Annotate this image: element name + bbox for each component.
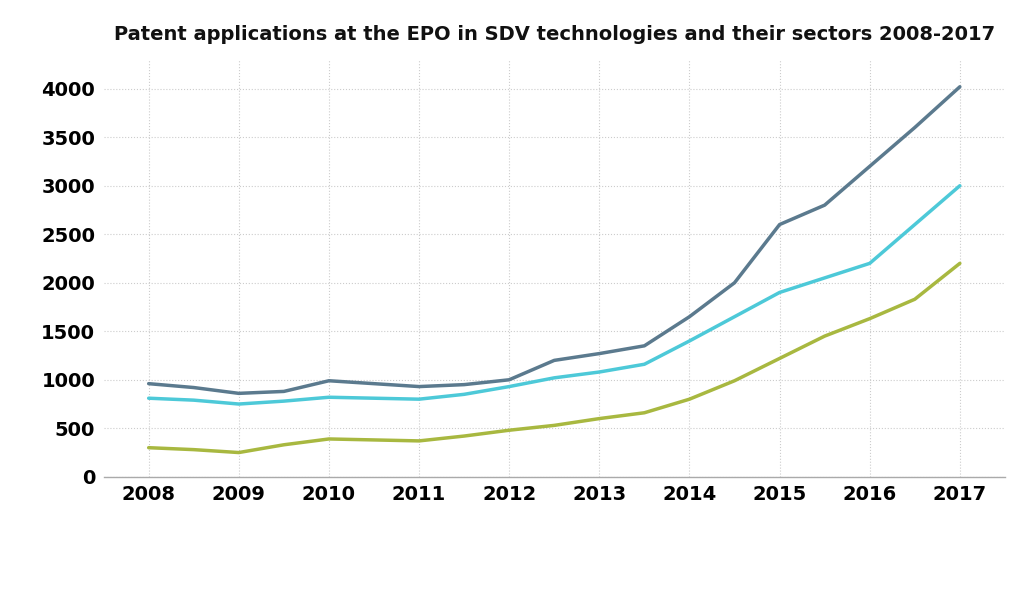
Title: Patent applications at the EPO in SDV technologies and their sectors 2008-2017: Patent applications at the EPO in SDV te… xyxy=(114,25,995,44)
Legend: Total SDV, Automated vehicle platform, Smart environment: Total SDV, Automated vehicle platform, S… xyxy=(149,593,862,596)
